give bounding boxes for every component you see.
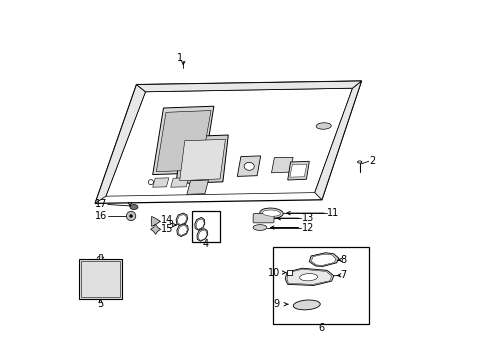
Text: 13: 13 <box>302 213 314 223</box>
Text: 7: 7 <box>340 270 346 280</box>
Polygon shape <box>136 81 361 92</box>
Text: 15: 15 <box>161 224 173 234</box>
Ellipse shape <box>259 208 283 218</box>
Text: 6: 6 <box>318 323 324 333</box>
Polygon shape <box>194 217 204 230</box>
Polygon shape <box>95 81 361 203</box>
Text: 16: 16 <box>95 211 107 221</box>
Polygon shape <box>177 215 186 225</box>
Ellipse shape <box>130 204 138 210</box>
Text: 8: 8 <box>340 255 346 265</box>
Polygon shape <box>289 164 306 177</box>
Polygon shape <box>178 225 187 235</box>
Text: 9: 9 <box>273 299 279 309</box>
Polygon shape <box>156 111 211 172</box>
Text: 14: 14 <box>161 215 173 225</box>
Text: 2: 2 <box>368 156 375 166</box>
Polygon shape <box>197 229 207 241</box>
Ellipse shape <box>316 123 330 129</box>
Circle shape <box>129 215 132 217</box>
Polygon shape <box>151 216 160 226</box>
Polygon shape <box>196 219 204 229</box>
Polygon shape <box>150 224 160 234</box>
Ellipse shape <box>262 210 280 216</box>
FancyBboxPatch shape <box>253 213 273 223</box>
Polygon shape <box>198 230 206 240</box>
Polygon shape <box>179 139 225 181</box>
Polygon shape <box>177 224 188 237</box>
Bar <box>273 247 368 324</box>
Text: 4: 4 <box>203 239 208 249</box>
Text: 1: 1 <box>176 53 183 63</box>
Ellipse shape <box>293 300 320 310</box>
Text: 5: 5 <box>97 299 103 309</box>
Circle shape <box>126 211 136 221</box>
Polygon shape <box>186 180 208 194</box>
Polygon shape <box>314 81 361 200</box>
Bar <box>286 270 292 275</box>
Ellipse shape <box>357 161 361 163</box>
Polygon shape <box>95 85 145 203</box>
Ellipse shape <box>253 225 266 230</box>
Polygon shape <box>176 135 228 184</box>
Polygon shape <box>271 157 292 173</box>
Circle shape <box>148 180 153 185</box>
Polygon shape <box>237 156 260 176</box>
Text: 12: 12 <box>302 222 314 233</box>
FancyBboxPatch shape <box>79 259 122 299</box>
Text: 17: 17 <box>94 199 107 210</box>
Polygon shape <box>309 253 338 266</box>
Polygon shape <box>176 213 187 226</box>
Ellipse shape <box>244 162 254 170</box>
Polygon shape <box>311 254 335 265</box>
Polygon shape <box>152 178 168 187</box>
Polygon shape <box>285 268 333 285</box>
Text: 10: 10 <box>267 267 279 278</box>
Ellipse shape <box>299 274 317 281</box>
Polygon shape <box>170 178 188 187</box>
Polygon shape <box>152 106 213 175</box>
Text: 3: 3 <box>167 220 173 230</box>
Polygon shape <box>287 161 309 180</box>
Polygon shape <box>106 88 352 196</box>
Polygon shape <box>286 269 331 284</box>
Text: 11: 11 <box>326 208 339 218</box>
Bar <box>191 211 219 242</box>
Bar <box>99 254 102 259</box>
